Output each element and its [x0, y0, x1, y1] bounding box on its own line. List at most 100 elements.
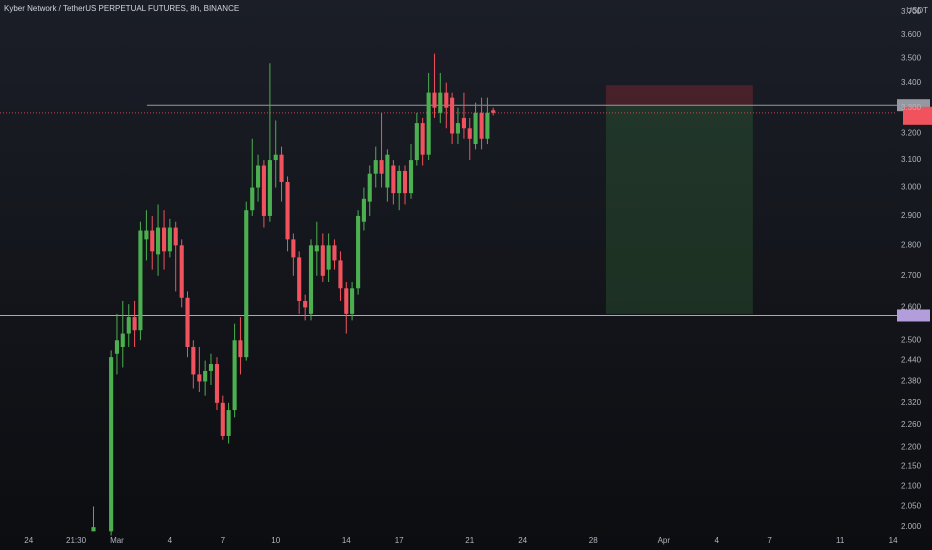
x-tick-label: 17 [395, 536, 404, 545]
candle-body [261, 165, 266, 216]
chart-title: Kyber Network / TetherUS PERPETUAL FUTUR… [4, 4, 239, 13]
position-stop-zone [605, 85, 753, 106]
y-tick-label: 2.500 [901, 335, 922, 344]
candle-body [256, 165, 261, 188]
candle-body [226, 410, 231, 436]
candle-body [397, 170, 402, 194]
candle-body [414, 123, 419, 161]
candle-body [485, 112, 490, 139]
y-tick-label: 3.100 [901, 155, 922, 164]
y-tick-label: 3.400 [901, 78, 922, 87]
candle-body [244, 210, 249, 358]
candle-body [144, 230, 149, 240]
x-tick-label: 21:30 [66, 536, 87, 545]
y-tick-label: 2.000 [901, 522, 922, 531]
candle-body [326, 245, 331, 270]
candle-body [320, 245, 325, 276]
candle-body [220, 402, 225, 436]
y-tick-label: 2.200 [901, 442, 922, 451]
x-tick-label: 28 [589, 536, 598, 545]
candle-body [191, 346, 196, 375]
y-tick-label: 3.500 [901, 54, 922, 63]
candle-body [314, 245, 319, 252]
y-tick-label: 2.320 [901, 398, 922, 407]
candle-body [91, 527, 96, 532]
candle-body [367, 173, 372, 202]
candle-body [273, 154, 278, 161]
candle-body [379, 160, 384, 174]
x-tick-label: 24 [518, 536, 527, 545]
candle-body [109, 357, 114, 532]
candle-body [285, 181, 290, 240]
x-tick-label: 7 [767, 536, 772, 545]
candle-body [185, 297, 190, 347]
candle-body [173, 227, 178, 246]
y-tick-label: 2.440 [901, 356, 922, 365]
position-target-zone [605, 105, 753, 314]
y-tick-label: 2.700 [901, 271, 922, 280]
candle-body [208, 364, 214, 371]
candle-body [356, 215, 361, 289]
y-tick-label: 2.800 [901, 240, 922, 249]
x-tick-label: 4 [714, 536, 719, 545]
x-tick-label: 24 [24, 536, 33, 545]
y-tick-label: 3.000 [901, 183, 922, 192]
candle-body [179, 245, 184, 298]
candle-body [214, 364, 220, 403]
y-tick-label: 2.150 [901, 462, 922, 471]
candle-body [391, 165, 396, 194]
x-tick-label: 14 [342, 536, 351, 545]
candle-body [114, 340, 120, 354]
y-tick-label: 3.300 [901, 103, 922, 112]
x-tick-label: Apr [658, 536, 671, 545]
candle-body [232, 340, 237, 411]
candle-body [297, 257, 302, 301]
candle-body [167, 227, 172, 252]
candle-body [473, 112, 478, 145]
candle-body [150, 230, 155, 252]
candle-body [238, 340, 243, 358]
current-price-box [903, 106, 932, 125]
candle-body [338, 260, 343, 289]
x-tick-label: 4 [168, 536, 173, 545]
candle-body [332, 245, 337, 261]
y-tick-label: 2.380 [901, 377, 922, 386]
candle-body [461, 117, 466, 129]
candle-body [161, 227, 167, 252]
candle-body [385, 154, 390, 188]
y-tick-label: 3.200 [901, 129, 922, 138]
x-tick-label: 7 [221, 536, 226, 545]
axis-unit: USDT [906, 6, 928, 15]
axis-price-box [897, 309, 930, 322]
candle-body [250, 187, 255, 211]
y-tick-label: 2.260 [901, 420, 922, 429]
y-tick-label: 2.100 [901, 481, 922, 490]
candle-body [450, 97, 455, 134]
candle-body [350, 288, 355, 314]
candle-body [432, 92, 437, 108]
candle-body [126, 317, 131, 334]
x-tick-label: 14 [889, 536, 898, 545]
x-tick-label: 11 [836, 536, 845, 545]
x-tick-label: 10 [271, 536, 280, 545]
candle-body [420, 123, 425, 155]
candle-body [291, 239, 296, 258]
candle-body [203, 370, 208, 382]
y-tick-label: 2.900 [901, 211, 922, 220]
candle-body [361, 198, 366, 222]
x-tick-label: 21 [465, 536, 474, 545]
candle-body [155, 227, 161, 255]
candle-body [444, 92, 449, 108]
candle-body [197, 374, 202, 382]
candle-body [120, 333, 125, 347]
candle-body [344, 288, 349, 314]
candle-body [408, 160, 414, 194]
candle-body [138, 230, 143, 331]
y-tick-label: 3.700 [901, 7, 922, 16]
candle-body [479, 112, 484, 139]
y-tick-label: 2.050 [901, 502, 922, 511]
y-tick-label: 2.600 [901, 303, 922, 312]
